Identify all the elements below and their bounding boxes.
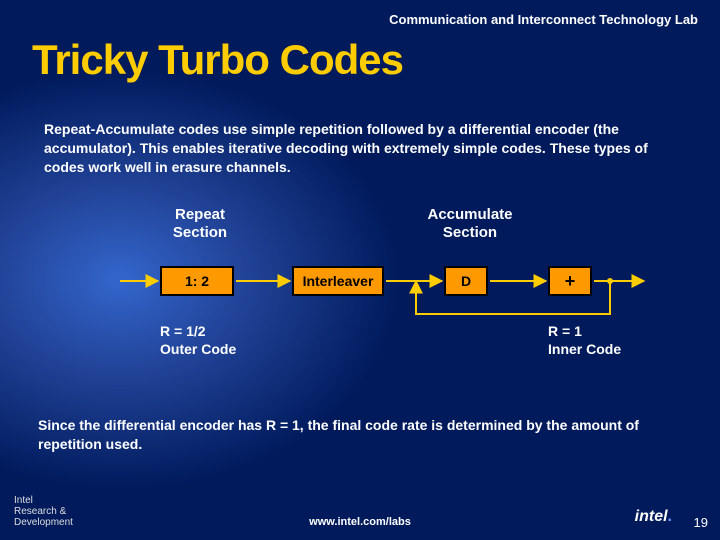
flow-arrows <box>0 200 720 400</box>
node-ratio: 1: 2 <box>160 266 234 296</box>
lab-header: Communication and Interconnect Technolog… <box>389 12 698 27</box>
node-interleaver: Interleaver <box>292 266 384 296</box>
annotation-outer-code: R = 1/2Outer Code <box>160 322 236 358</box>
page-number: 19 <box>694 515 708 530</box>
conclusion-paragraph: Since the differential encoder has R = 1… <box>38 416 680 454</box>
page-title: Tricky Turbo Codes <box>32 36 403 84</box>
node-d: D <box>444 266 488 296</box>
annotation-inner-code: R = 1Inner Code <box>548 322 621 358</box>
flowchart: RepeatSection AccumulateSection 1: 2 Int… <box>0 200 720 400</box>
intel-logo: intel. <box>635 508 672 526</box>
intro-paragraph: Repeat-Accumulate codes use simple repet… <box>44 120 680 177</box>
footer-url: www.intel.com/labs <box>0 516 720 528</box>
logo-dot: . <box>668 508 672 525</box>
node-plus: + <box>548 266 592 296</box>
logo-text: intel <box>635 508 668 525</box>
